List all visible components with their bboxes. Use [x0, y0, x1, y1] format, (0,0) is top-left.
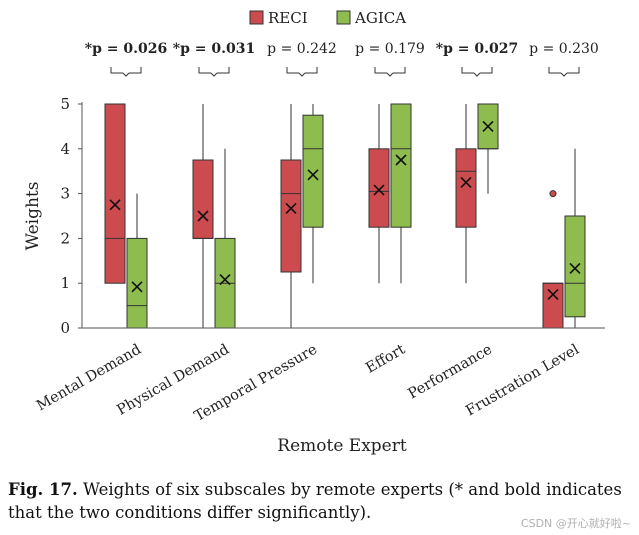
box-iqr: [564, 215, 586, 318]
mean-marker: [219, 274, 231, 286]
p-value-label: p = 0.179: [355, 41, 425, 57]
p-value-label: *p = 0.026: [85, 41, 167, 57]
box-agica-4: [477, 103, 499, 194]
boxes: [104, 103, 586, 329]
p-value-annotations: *p = 0.026 *p = 0.031 p = 0.242 p = 0.179 *p…: [85, 41, 599, 77]
p-value-label: *p = 0.027: [436, 41, 518, 57]
outlier-point: [549, 190, 557, 198]
y-axis: 0 1 2 3 4 5 Weights: [23, 95, 83, 337]
box-agica-0: [126, 193, 148, 329]
mean-marker: [395, 154, 407, 166]
y-tick-label: 4: [60, 140, 70, 158]
legend: RECI AGICA: [249, 9, 406, 27]
mean-marker: [285, 202, 297, 214]
box-iqr: [192, 159, 214, 239]
mean-marker: [569, 262, 581, 274]
significance-bracket: [198, 67, 230, 77]
box-reci-4: [455, 104, 477, 284]
mean-marker: [197, 210, 209, 222]
x-axis-title: Remote Expert: [277, 436, 407, 456]
significance-bracket: [548, 67, 580, 77]
x-tick-label: Performance: [406, 342, 495, 403]
caption-text: Weights of six subscales by remote exper…: [8, 480, 622, 522]
legend-swatch-agica: [336, 10, 351, 25]
box-plot-chart: RECI AGICA *p = 0.026 *p = 0.031 p = 0.242 p…: [23, 9, 605, 456]
figure-caption: Fig. 17. Weights of six subscales by rem…: [8, 478, 633, 524]
box-iqr: [126, 237, 148, 329]
p-value-label: *p = 0.031: [173, 41, 255, 57]
p-value-label: p = 0.242: [267, 41, 337, 57]
box-reci-2: [280, 104, 302, 328]
box-iqr: [280, 159, 302, 273]
watermark: CSDN @开心就好啦~: [520, 517, 631, 530]
mean-marker: [307, 169, 319, 181]
mean-marker: [547, 288, 559, 300]
mean-marker: [109, 199, 121, 211]
box-reci-5: [542, 190, 564, 329]
legend-label-agica: AGICA: [354, 9, 406, 27]
box-iqr: [368, 148, 390, 228]
y-tick-label: 5: [60, 95, 70, 113]
box-iqr: [455, 148, 477, 228]
box-iqr: [104, 103, 126, 284]
box-agica-1: [214, 148, 236, 329]
box-agica-5: [564, 148, 586, 328]
p-value-label: p = 0.230: [529, 41, 599, 57]
box-agica-3: [390, 103, 412, 284]
caption-label: Fig. 17.: [8, 480, 78, 499]
significance-bracket: [110, 67, 142, 77]
mean-marker: [482, 120, 494, 132]
y-tick-label: 2: [60, 229, 70, 247]
box-reci-1: [192, 104, 214, 328]
x-tick-label: Effort: [363, 342, 408, 377]
significance-bracket: [286, 67, 318, 77]
y-axis-title: Weights: [23, 182, 43, 251]
significance-bracket: [461, 67, 493, 77]
box-iqr: [542, 282, 564, 329]
significance-bracket: [374, 67, 406, 77]
mean-marker: [460, 176, 472, 188]
mean-marker: [131, 281, 143, 293]
y-tick-label: 3: [60, 185, 70, 203]
legend-swatch-reci: [249, 10, 264, 25]
y-tick-label: 0: [60, 319, 70, 337]
y-tick-label: 1: [60, 274, 70, 292]
box-agica-2: [302, 104, 324, 284]
mean-marker: [373, 184, 385, 196]
box-reci-3: [368, 104, 390, 284]
legend-label-reci: RECI: [268, 9, 308, 27]
box-iqr: [302, 114, 324, 228]
box-reci-0: [104, 103, 126, 284]
box-iqr: [390, 103, 412, 228]
